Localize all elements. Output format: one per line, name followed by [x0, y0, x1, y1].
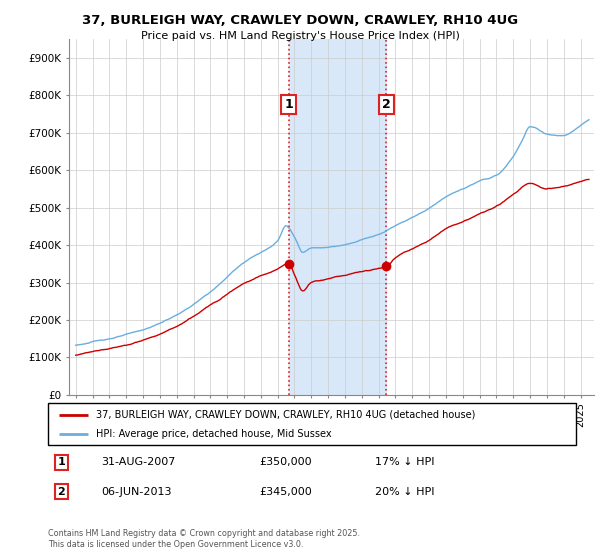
FancyBboxPatch shape	[48, 403, 576, 445]
Bar	[289, 39, 386, 395]
Text: 17% ↓ HPI: 17% ↓ HPI	[376, 457, 435, 467]
Text: 37, BURLEIGH WAY, CRAWLEY DOWN, CRAWLEY, RH10 4UG: 37, BURLEIGH WAY, CRAWLEY DOWN, CRAWLEY,…	[82, 14, 518, 27]
Text: 37, BURLEIGH WAY, CRAWLEY DOWN, CRAWLEY, RH10 4UG (detached house): 37, BURLEIGH WAY, CRAWLEY DOWN, CRAWLEY,…	[95, 410, 475, 420]
Text: 06-JUN-2013: 06-JUN-2013	[101, 487, 172, 497]
Text: 2: 2	[382, 98, 391, 111]
Text: HPI: Average price, detached house, Mid Sussex: HPI: Average price, detached house, Mid …	[95, 430, 331, 439]
Text: Contains HM Land Registry data © Crown copyright and database right 2025.
This d: Contains HM Land Registry data © Crown c…	[48, 529, 360, 549]
Text: 1: 1	[58, 457, 65, 467]
Text: 1: 1	[284, 98, 293, 111]
Text: £350,000: £350,000	[259, 457, 312, 467]
Text: Price paid vs. HM Land Registry's House Price Index (HPI): Price paid vs. HM Land Registry's House …	[140, 31, 460, 41]
Text: 31-AUG-2007: 31-AUG-2007	[101, 457, 175, 467]
Text: 20% ↓ HPI: 20% ↓ HPI	[376, 487, 435, 497]
Text: £345,000: £345,000	[259, 487, 312, 497]
Text: 2: 2	[58, 487, 65, 497]
